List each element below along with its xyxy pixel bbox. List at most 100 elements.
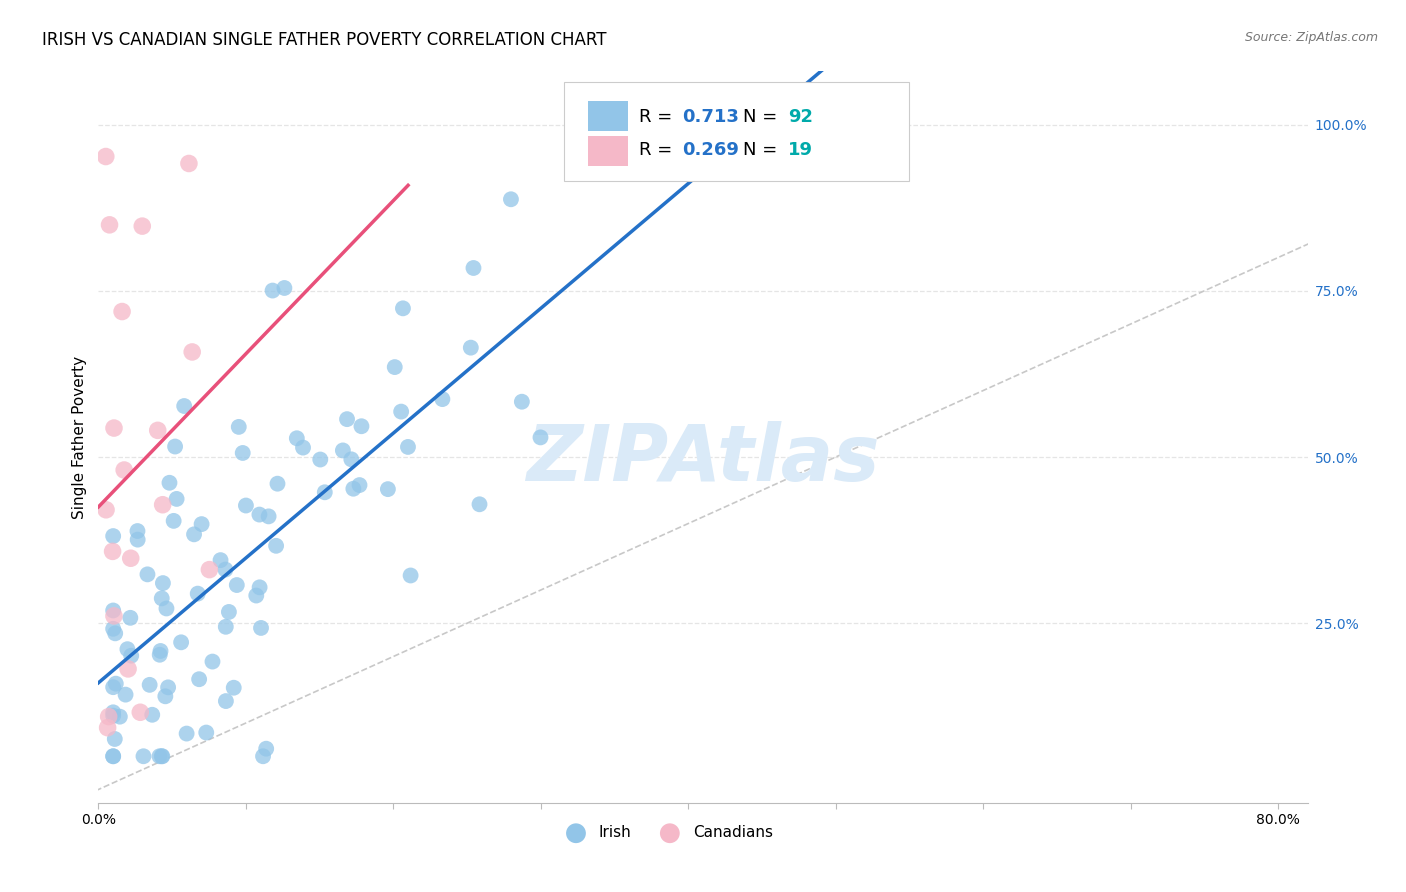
Text: N =: N = bbox=[742, 141, 783, 160]
Point bbox=[250, 621, 273, 635]
Point bbox=[129, 706, 152, 720]
Point bbox=[181, 345, 204, 359]
Point bbox=[215, 620, 238, 634]
Point bbox=[97, 721, 120, 735]
Point bbox=[392, 301, 415, 316]
Point bbox=[120, 551, 142, 566]
Point bbox=[336, 412, 359, 426]
Point bbox=[218, 605, 240, 619]
Point bbox=[150, 591, 173, 606]
Point bbox=[252, 749, 274, 764]
Point bbox=[148, 749, 170, 764]
Point bbox=[262, 284, 284, 298]
Point bbox=[188, 672, 211, 686]
Point bbox=[399, 568, 422, 582]
Point bbox=[350, 419, 373, 434]
Point bbox=[460, 341, 482, 355]
Point bbox=[235, 499, 257, 513]
Point bbox=[183, 527, 205, 541]
Point bbox=[499, 192, 522, 206]
Point bbox=[111, 304, 134, 318]
Point bbox=[120, 648, 142, 663]
Point bbox=[98, 218, 121, 232]
Point bbox=[173, 399, 195, 413]
Point bbox=[149, 644, 172, 658]
Point bbox=[108, 709, 131, 723]
Point bbox=[165, 440, 187, 454]
Text: R =: R = bbox=[638, 108, 678, 126]
Point bbox=[195, 725, 218, 739]
Point bbox=[249, 580, 271, 594]
Point bbox=[340, 452, 363, 467]
Point bbox=[103, 608, 125, 623]
Point bbox=[104, 626, 127, 640]
Point bbox=[510, 394, 533, 409]
Point bbox=[254, 741, 277, 756]
Point bbox=[101, 622, 124, 636]
Point bbox=[342, 482, 364, 496]
Point bbox=[101, 749, 124, 764]
Point bbox=[232, 446, 254, 460]
Point bbox=[266, 476, 288, 491]
Point bbox=[349, 478, 371, 492]
Point bbox=[117, 662, 139, 676]
Point bbox=[166, 491, 188, 506]
Point bbox=[103, 421, 125, 435]
Point bbox=[309, 452, 332, 467]
Point bbox=[117, 642, 139, 657]
Point bbox=[215, 694, 238, 708]
Point bbox=[97, 709, 120, 723]
Point bbox=[247, 508, 270, 522]
Point bbox=[112, 463, 135, 477]
Point bbox=[228, 420, 250, 434]
Point bbox=[150, 749, 173, 764]
Text: 92: 92 bbox=[787, 108, 813, 126]
Point bbox=[598, 136, 620, 150]
Point bbox=[214, 563, 236, 577]
Point bbox=[149, 648, 172, 662]
Point bbox=[155, 601, 177, 615]
Text: 0.713: 0.713 bbox=[682, 108, 740, 126]
Point bbox=[187, 587, 209, 601]
Point bbox=[101, 708, 124, 723]
Point bbox=[163, 514, 186, 528]
Point bbox=[132, 749, 155, 764]
Point bbox=[264, 539, 287, 553]
Point bbox=[314, 485, 336, 500]
Point bbox=[136, 567, 159, 582]
Point bbox=[120, 611, 142, 625]
Bar bbox=[588, 136, 628, 167]
Point bbox=[94, 149, 117, 163]
Point bbox=[529, 430, 551, 444]
Text: N =: N = bbox=[742, 108, 783, 126]
Point bbox=[157, 681, 180, 695]
Text: R =: R = bbox=[638, 141, 678, 160]
Point bbox=[190, 517, 212, 532]
Point bbox=[177, 156, 200, 170]
Point bbox=[101, 603, 124, 617]
Point bbox=[865, 114, 887, 128]
Point bbox=[150, 749, 173, 764]
Point bbox=[225, 578, 247, 592]
Point bbox=[630, 166, 652, 180]
Text: IRISH VS CANADIAN SINGLE FATHER POVERTY CORRELATION CHART: IRISH VS CANADIAN SINGLE FATHER POVERTY … bbox=[42, 31, 606, 49]
Text: Source: ZipAtlas.com: Source: ZipAtlas.com bbox=[1244, 31, 1378, 45]
FancyBboxPatch shape bbox=[564, 82, 908, 181]
Point bbox=[377, 482, 399, 496]
Point bbox=[245, 589, 267, 603]
Legend: Irish, Canadians: Irish, Canadians bbox=[554, 819, 779, 847]
Point bbox=[432, 392, 454, 406]
Point bbox=[170, 635, 193, 649]
Point bbox=[292, 441, 315, 455]
Point bbox=[273, 281, 295, 295]
Point bbox=[114, 688, 136, 702]
Point bbox=[127, 524, 149, 538]
Point bbox=[101, 680, 124, 694]
Y-axis label: Single Father Poverty: Single Father Poverty bbox=[72, 356, 87, 518]
Point bbox=[257, 509, 280, 524]
Point bbox=[152, 576, 174, 591]
Point bbox=[104, 731, 127, 746]
Point bbox=[101, 529, 124, 543]
Point bbox=[198, 563, 221, 577]
Point bbox=[332, 443, 354, 458]
